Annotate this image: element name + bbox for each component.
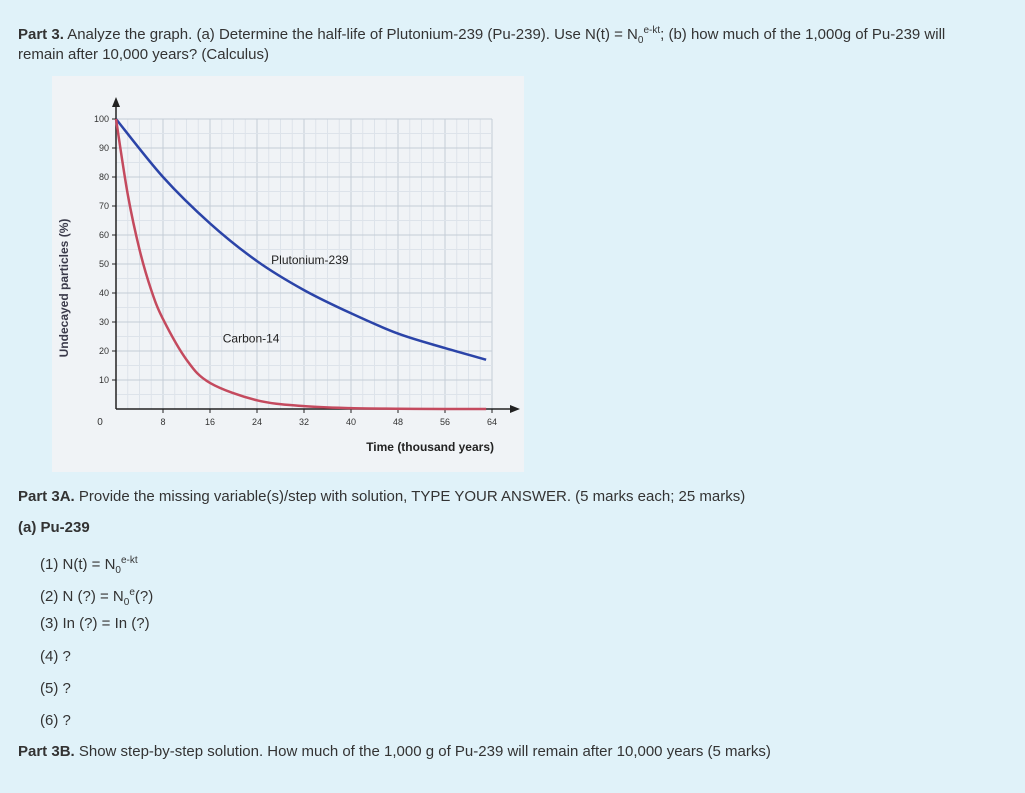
annotation-carbon-14: Carbon-14 — [223, 331, 280, 345]
y-tick-label: 40 — [99, 288, 109, 298]
y-axis-label: Undecayed particles (%) — [57, 219, 71, 358]
y-tick-label: 30 — [99, 317, 109, 327]
part3-label: Part 3. — [18, 26, 64, 43]
chart-series — [114, 118, 487, 411]
y-tick-label: 60 — [99, 230, 109, 240]
series-plutonium-239 — [115, 118, 487, 361]
part3b-label: Part 3B. — [18, 743, 75, 760]
part3a-text: Provide the missing variable(s)/step wit… — [74, 488, 746, 505]
y-tick-labels: 10 20 30 40 50 60 70 80 90 100 — [94, 114, 116, 385]
step-3: (3) In (?) = In (?) — [40, 615, 150, 632]
x-axis-arrow — [510, 405, 520, 413]
x-tick-label: 8 — [160, 417, 165, 427]
x-tick-label: 40 — [346, 417, 356, 427]
y-tick-label: 100 — [94, 114, 109, 124]
x-axis-label: Time (thousand years) — [366, 440, 494, 454]
series-carbon-14 — [114, 118, 487, 411]
y-tick-label: 80 — [99, 172, 109, 182]
y-axis-arrow — [112, 97, 120, 107]
subscript-zero: 0 — [637, 35, 644, 46]
x-tick-label: 48 — [393, 417, 403, 427]
part3-text-a: Analyze the graph. (a) Determine the hal… — [63, 26, 638, 43]
step-5: (5) ? — [40, 680, 71, 697]
y-tick-label: 70 — [99, 201, 109, 211]
y-tick-label: 90 — [99, 143, 109, 153]
x-tick-labels: 8 16 24 32 40 48 56 64 — [160, 409, 497, 427]
a-heading: (a) Pu-239 — [18, 519, 90, 536]
step-2: (2) N (?) = N0e(?) — [40, 587, 154, 608]
y-tick-label: 50 — [99, 259, 109, 269]
part3b-question: Part 3B. Show step-by-step solution. How… — [18, 742, 771, 762]
superscript-ekt: e-kt — [643, 25, 661, 36]
step-6: (6) ? — [40, 712, 71, 729]
origin-tick-label: 0 — [97, 417, 103, 428]
x-tick-label: 56 — [440, 417, 450, 427]
x-tick-label: 64 — [487, 417, 497, 427]
part3a-instruction: Part 3A. Provide the missing variable(s)… — [18, 487, 745, 507]
chart-annotations: Plutonium-239 Carbon-14 — [223, 253, 349, 345]
annotation-plutonium-239: Plutonium-239 — [271, 253, 349, 267]
step-4: (4) ? — [40, 648, 71, 665]
part3-question-line2: remain after 10,000 years? (Calculus) — [18, 46, 269, 63]
x-tick-label: 32 — [299, 417, 309, 427]
x-tick-label: 16 — [205, 417, 215, 427]
step-1: (1) N(t) = N0e-kt — [40, 555, 138, 576]
part3a-label: Part 3A. — [18, 488, 75, 505]
part3b-text: Show step-by-step solution. How much of … — [74, 743, 771, 760]
x-tick-label: 24 — [252, 417, 262, 427]
part3-text-b: ; (b) how much of the 1,000g of Pu-239 w… — [660, 26, 946, 43]
y-tick-label: 10 — [99, 375, 109, 385]
part3-question-line1: Part 3. Analyze the graph. (a) Determine… — [18, 21, 945, 51]
y-tick-label: 20 — [99, 346, 109, 356]
